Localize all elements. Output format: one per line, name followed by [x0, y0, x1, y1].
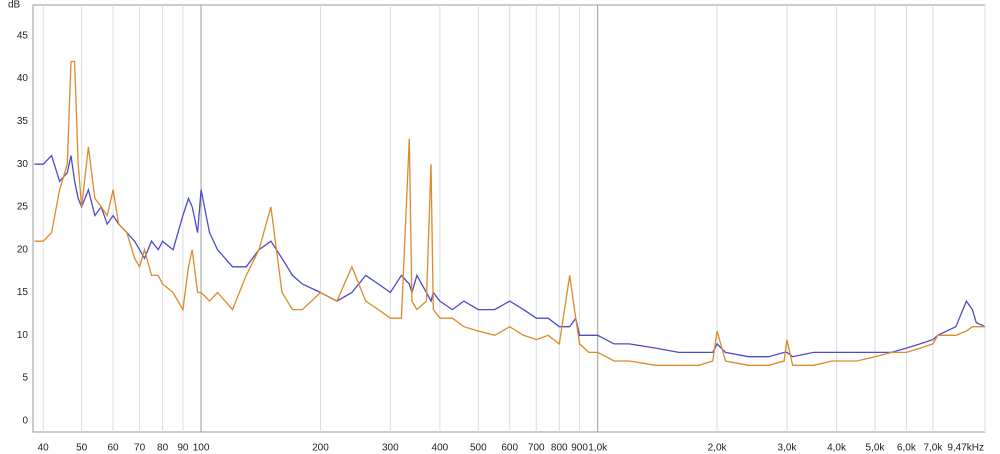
x-tick-label: 4,0k: [827, 443, 847, 454]
x-tick-label: 700: [528, 443, 545, 454]
x-tick-label: 70: [134, 443, 146, 454]
x-tick-label: 800: [551, 443, 568, 454]
y-tick-label: 40: [17, 73, 29, 84]
y-tick-label: 35: [17, 116, 29, 127]
x-tick-label: 50: [76, 443, 88, 454]
x-tick-label: 1,0k: [588, 443, 608, 454]
y-tick-label: 25: [17, 202, 29, 213]
series-line: [34, 60, 985, 366]
x-tick-label: 90: [177, 443, 189, 454]
x-tick-label: 600: [501, 443, 518, 454]
y-tick-label: 15: [17, 287, 29, 298]
x-tick-label: 40: [38, 443, 50, 454]
x-tick-label: 60: [107, 443, 119, 454]
y-tick-label: 45: [17, 30, 29, 41]
x-tick-label: 100: [193, 443, 210, 454]
x-tick-label: 400: [432, 443, 449, 454]
x-tick-label: 80: [157, 443, 169, 454]
x-tick-label: 6,0k: [897, 443, 917, 454]
x-tick-label: 500: [470, 443, 487, 454]
y-tick-label: 10: [17, 330, 29, 341]
x-tick-label: 7,0k: [923, 443, 943, 454]
x-tick-label: 2,0k: [708, 443, 728, 454]
y-tick-label: 0: [22, 416, 28, 427]
plot-area: [32, 4, 986, 433]
x-tick-label: 900: [571, 443, 588, 454]
x-tick-label: 200: [312, 443, 329, 454]
x-tick-label: 3,0k: [778, 443, 798, 454]
x-tick-label: 300: [382, 443, 399, 454]
y-tick-label: 5: [22, 373, 28, 384]
y-tick-label: 20: [17, 244, 29, 255]
x-tick-label: 5,0k: [866, 443, 886, 454]
x-tick-label: 9,47kHz: [947, 443, 984, 454]
y-axis-label: dB: [8, 0, 21, 11]
y-tick-label: 30: [17, 159, 29, 170]
